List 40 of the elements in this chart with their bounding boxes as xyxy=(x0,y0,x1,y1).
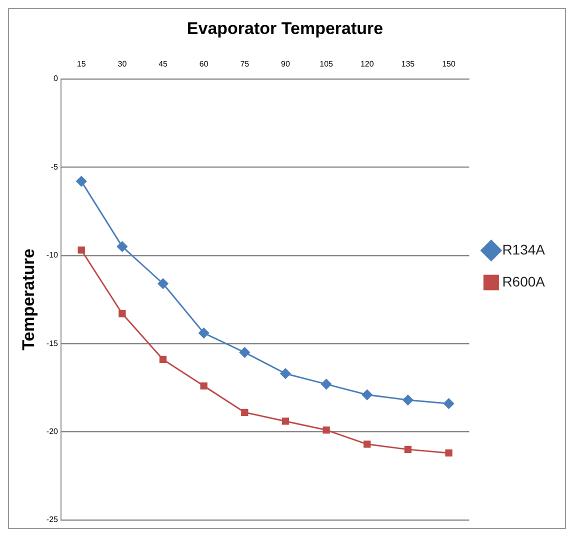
point xyxy=(159,356,167,364)
point xyxy=(364,440,371,448)
point xyxy=(118,310,126,318)
point xyxy=(402,394,414,406)
legend-label: R134A xyxy=(502,241,546,258)
point xyxy=(78,246,85,254)
x-tick-label: 60 xyxy=(199,59,209,68)
y-tick-label: -20 xyxy=(46,427,59,436)
chart-title: Evaporator Temperature xyxy=(186,18,384,38)
y-tick-label: -15 xyxy=(46,338,59,348)
x-tick-label: 135 xyxy=(401,59,416,68)
x-tick-label: 90 xyxy=(281,59,290,68)
x-tick-label: 105 xyxy=(320,59,334,68)
point xyxy=(239,347,250,358)
point xyxy=(322,426,330,434)
y-axis-title: Temperature xyxy=(18,248,38,350)
point xyxy=(198,328,210,338)
x-tick-label: 15 xyxy=(76,59,86,68)
x-tick-label: 120 xyxy=(360,59,374,68)
x-tick-label: 150 xyxy=(442,59,456,68)
point xyxy=(445,449,452,457)
legend-label: R600A xyxy=(502,273,546,290)
x-tick-label: 75 xyxy=(240,59,250,68)
x-tick-label: 45 xyxy=(158,59,168,68)
y-tick-label: -10 xyxy=(46,250,59,260)
point xyxy=(241,408,248,416)
point xyxy=(404,446,412,454)
point xyxy=(444,398,454,409)
y-tick-label: 0 xyxy=(54,74,59,84)
point xyxy=(200,382,208,390)
point xyxy=(76,176,87,187)
point xyxy=(116,241,128,252)
point xyxy=(321,378,332,390)
point xyxy=(158,278,168,289)
y-tick-label: -5 xyxy=(50,162,58,172)
point xyxy=(282,418,290,425)
point xyxy=(362,390,372,400)
point xyxy=(280,368,291,379)
x-tick-label: 30 xyxy=(118,59,128,68)
y-tick-label: -25 xyxy=(46,515,59,524)
